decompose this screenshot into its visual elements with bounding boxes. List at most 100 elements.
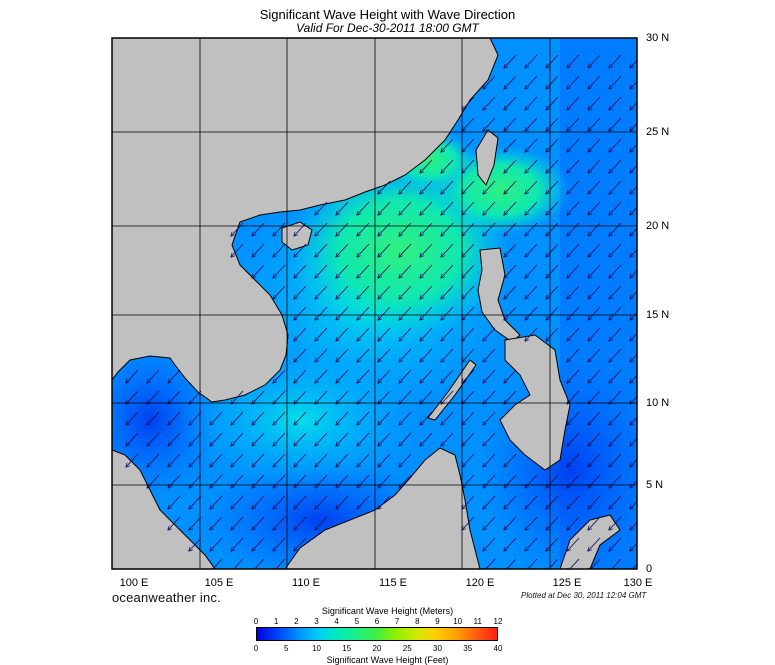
wave-direction-arrow: [420, 243, 433, 257]
wave-direction-arrow: [399, 201, 412, 215]
wave-direction-arrow: [483, 96, 496, 110]
wave-direction-arrow: [462, 432, 475, 446]
wave-direction-arrow: [378, 495, 391, 509]
wave-direction-arrow: [483, 75, 496, 89]
wave-direction-arrow: [357, 432, 370, 446]
wave-direction-arrow: [525, 117, 538, 131]
wave-direction-arrow: [630, 332, 637, 341]
wave-direction-arrow: [231, 495, 244, 509]
wave-direction-arrow: [588, 453, 601, 467]
wave-direction-arrow: [315, 348, 328, 362]
wave-direction-arrow: [273, 390, 286, 404]
map-title: Significant Wave Height with Wave Direct…: [259, 7, 516, 22]
wave-direction-arrow: [147, 411, 160, 425]
wave-direction-arrow: [210, 453, 223, 467]
wave-direction-arrow: [630, 227, 637, 236]
wave-direction-arrow: [168, 411, 181, 425]
wave-direction-arrow: [252, 390, 265, 404]
wave-direction-arrow: [294, 537, 307, 551]
wave-direction-arrow: [546, 285, 559, 299]
wave-direction-arrow: [546, 54, 559, 68]
wave-direction-arrow: [609, 327, 622, 341]
wave-direction-arrow: [588, 558, 601, 569]
wave-direction-arrow: [504, 453, 517, 467]
wave-direction-arrow: [567, 159, 580, 173]
wave-direction-arrow: [336, 201, 349, 215]
wave-direction-arrow: [273, 369, 286, 383]
wave-direction-arrow: [252, 537, 265, 551]
colorbar-meter-tick: 5: [354, 617, 360, 626]
wave-direction-arrow: [546, 264, 559, 278]
wave-direction-arrow: [630, 479, 637, 488]
wave-direction-arrow: [336, 348, 349, 362]
wave-direction-arrow: [441, 180, 454, 194]
wave-direction-arrow: [504, 138, 517, 152]
wave-direction-arrow: [588, 327, 601, 341]
wave-direction-arrow: [294, 222, 307, 236]
wave-direction-arrow: [126, 411, 139, 425]
wave-direction-arrow: [315, 390, 328, 404]
wave-direction-arrow: [231, 516, 244, 530]
wave-direction-arrow: [462, 243, 475, 257]
wave-direction-arrow: [609, 411, 622, 425]
wave-direction-arrow: [567, 327, 580, 341]
wave-direction-arrow: [252, 243, 265, 257]
wave-direction-arrow: [630, 185, 637, 194]
wave-direction-arrow: [462, 117, 475, 131]
wave-direction-arrow: [462, 264, 475, 278]
wave-direction-arrow: [588, 285, 601, 299]
wave-direction-arrow: [609, 96, 622, 110]
wave-direction-arrow: [504, 537, 517, 551]
wave-direction-arrow: [378, 390, 391, 404]
lat-label: 25 N: [646, 126, 670, 138]
colorbar-meters-title: Significant Wave Height (Meters): [321, 606, 454, 616]
wave-direction-arrow: [315, 285, 328, 299]
colorbar-meter-tick: 2: [294, 617, 299, 626]
wave-direction-arrow: [504, 96, 517, 110]
wave-direction-arrow: [231, 243, 244, 257]
wave-direction-arrow: [609, 222, 622, 236]
wave-direction-arrow: [546, 306, 559, 320]
wave-direction-arrow: [546, 117, 559, 131]
wave-direction-arrow: [189, 495, 202, 509]
wave-direction-arrow: [609, 159, 622, 173]
wave-direction-arrow: [441, 327, 454, 341]
wave-direction-arrow: [483, 180, 496, 194]
wave-direction-arrows: [126, 54, 637, 569]
wave-direction-arrow: [420, 180, 433, 194]
wave-direction-arrow: [189, 432, 202, 446]
wave-direction-arrow: [294, 285, 307, 299]
wave-direction-arrow: [588, 243, 601, 257]
wave-direction-arrow: [609, 285, 622, 299]
wave-direction-arrow: [357, 390, 370, 404]
wave-direction-arrow: [315, 243, 328, 257]
wave-direction-arrow: [399, 264, 412, 278]
wave-direction-arrow: [399, 411, 412, 425]
wave-direction-arrow: [483, 390, 496, 404]
lon-label: 110 E: [292, 577, 320, 589]
wave-direction-arrow: [357, 243, 370, 257]
wave-direction-arrow: [546, 516, 559, 530]
wave-direction-arrow: [420, 348, 433, 362]
wave-direction-arrow: [504, 75, 517, 89]
wave-direction-arrow: [525, 159, 538, 173]
wave-direction-arrow: [378, 432, 391, 446]
wave-direction-arrow: [231, 432, 244, 446]
wave-direction-arrow: [357, 348, 370, 362]
wave-direction-arrow: [357, 285, 370, 299]
land-mindanao: [499, 334, 571, 471]
wave-direction-arrow: [210, 411, 223, 425]
wave-direction-arrow: [504, 222, 517, 236]
wave-direction-arrow: [315, 327, 328, 341]
wave-direction-arrow: [609, 117, 622, 131]
wave-direction-arrow: [189, 390, 202, 404]
map-frame: [111, 37, 638, 570]
wave-direction-arrow: [588, 222, 601, 236]
lon-label: 100 E: [119, 577, 149, 589]
wave-direction-arrow: [441, 432, 454, 446]
wave-direction-arrow: [630, 143, 637, 152]
wave-direction-arrow: [378, 201, 391, 215]
wave-direction-arrow: [441, 264, 454, 278]
wave-direction-arrow: [420, 390, 433, 404]
wave-direction-arrow: [315, 222, 328, 236]
